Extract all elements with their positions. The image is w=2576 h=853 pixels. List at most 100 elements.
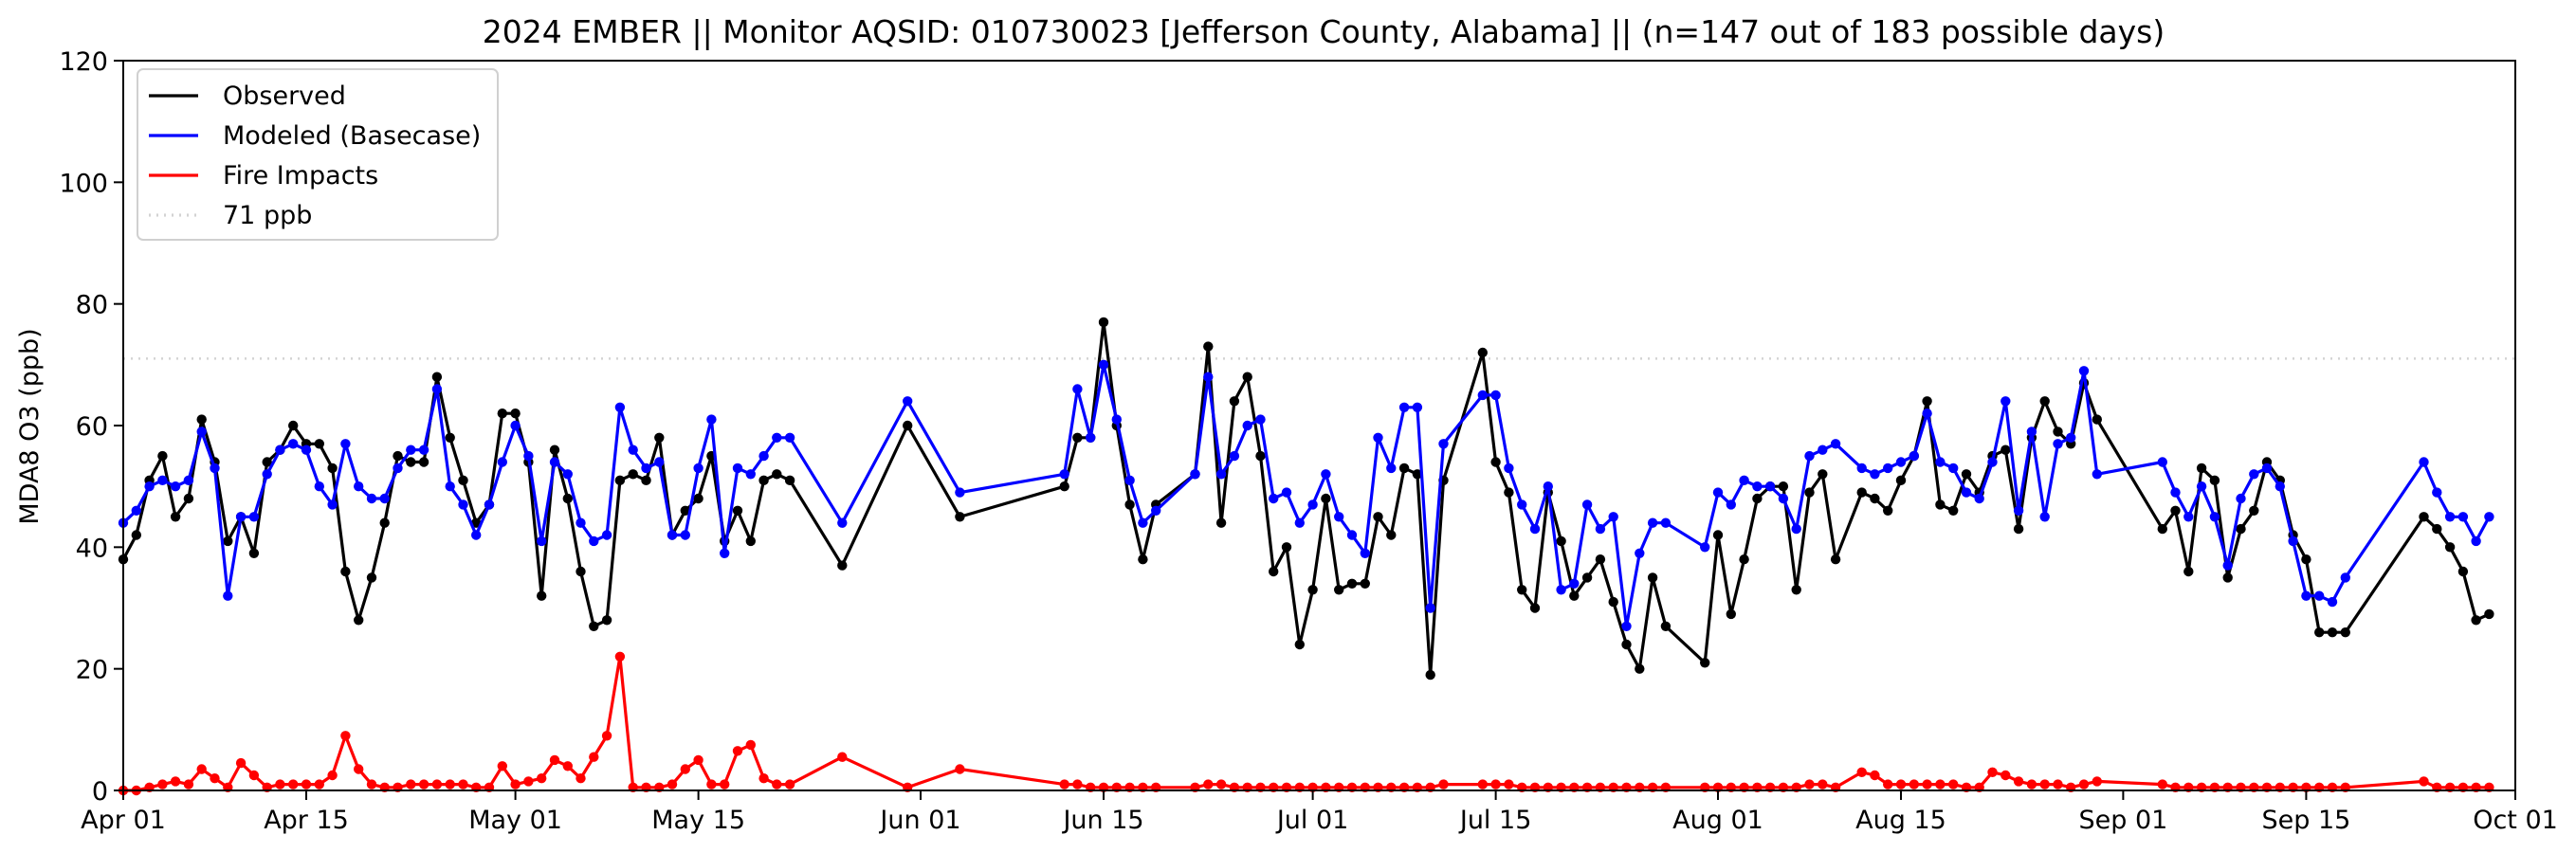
point-modeled-basecase-100 [1726, 499, 1737, 510]
point-observed-134 [2236, 523, 2246, 535]
chart-title: 2024 EMBER || Monitor AQSID: 010730023 [… [483, 13, 2165, 50]
point-modeled-basecase-26 [458, 499, 468, 510]
point-fire-impacts-17 [340, 731, 351, 741]
point-fire-impacts-18 [354, 764, 364, 774]
point-fire-impacts-30 [510, 779, 521, 789]
point-modeled-basecase-135 [2249, 469, 2259, 480]
point-modeled-basecase-136 [2261, 463, 2273, 474]
point-observed-26 [458, 475, 468, 485]
point-observed-69 [1269, 566, 1279, 577]
point-observed-41 [654, 432, 665, 443]
point-modeled-basecase-113 [1909, 450, 1920, 462]
point-observed-22 [406, 457, 416, 467]
point-observed-10 [248, 548, 260, 558]
point-modeled-basecase-106 [1804, 450, 1815, 462]
point-modeled-basecase-130 [2183, 512, 2194, 522]
point-observed-77 [1373, 512, 1383, 522]
point-modeled-basecase-53 [903, 396, 913, 407]
point-modeled-basecase-59 [1111, 414, 1123, 425]
point-observed-142 [2340, 627, 2350, 638]
point-fire-impacts-110 [1870, 770, 1880, 781]
point-modeled-basecase-2 [144, 481, 155, 492]
point-modeled-basecase-38 [614, 402, 626, 412]
point-modeled-basecase-56 [1072, 384, 1083, 394]
point-modeled-basecase-19 [366, 493, 377, 504]
axes: 0 20 40 60 80 100 120 Apr 01 Apr 15 May 01 May 15 J… [59, 47, 2557, 835]
point-modeled-basecase-47 [732, 463, 743, 474]
point-fire-impacts-85 [1504, 779, 1514, 789]
point-modeled-basecase-71 [1294, 517, 1306, 528]
point-modeled-basecase-60 [1124, 475, 1135, 485]
point-fire-impacts-127 [2092, 776, 2102, 787]
point-observed-92 [1595, 554, 1606, 565]
point-observed-29 [497, 408, 507, 419]
point-observed-100 [1726, 608, 1737, 620]
point-observed-148 [2484, 608, 2494, 620]
point-observed-128 [2157, 523, 2167, 535]
point-observed-35 [575, 566, 586, 577]
point-modeled-basecase-49 [758, 450, 769, 462]
point-fire-impacts-48 [745, 739, 756, 751]
point-fire-impacts-121 [2013, 776, 2024, 787]
point-observed-94 [1621, 639, 1632, 650]
point-modeled-basecase-29 [497, 457, 507, 467]
point-modeled-basecase-121 [2013, 505, 2024, 516]
point-observed-33 [549, 445, 560, 455]
point-fire-impacts-15 [314, 779, 324, 789]
point-observed-71 [1294, 639, 1306, 650]
point-modeled-basecase-143 [2419, 457, 2429, 467]
point-observed-133 [2222, 572, 2233, 583]
point-fire-impacts-49 [758, 773, 769, 784]
point-modeled-basecase-66 [1229, 450, 1240, 462]
point-modeled-basecase-58 [1098, 359, 1109, 370]
point-modeled-basecase-17 [340, 439, 351, 449]
point-observed-106 [1804, 487, 1815, 498]
point-modeled-basecase-134 [2236, 493, 2246, 504]
point-modeled-basecase-15 [314, 481, 324, 492]
point-observed-89 [1556, 535, 1566, 547]
point-observed-1 [131, 530, 141, 540]
point-fire-impacts-107 [1818, 779, 1828, 789]
point-modeled-basecase-79 [1398, 402, 1410, 412]
point-observed-64 [1203, 341, 1214, 352]
point-fire-impacts-106 [1804, 779, 1815, 789]
x-tick-label-3: May 15 [651, 806, 745, 835]
point-observed-53 [903, 420, 913, 431]
point-modeled-basecase-61 [1138, 517, 1148, 528]
point-observed-18 [354, 615, 364, 626]
point-modeled-basecase-42 [667, 530, 678, 540]
point-observed-70 [1281, 542, 1292, 553]
point-modeled-basecase-68 [1255, 414, 1266, 425]
point-observed-102 [1752, 493, 1763, 504]
point-fire-impacts-10 [248, 770, 260, 781]
point-fire-impacts-55 [1059, 779, 1069, 789]
point-observed-144 [2432, 523, 2442, 535]
point-observed-56 [1072, 432, 1083, 443]
point-modeled-basecase-117 [1961, 487, 1972, 498]
point-modeled-basecase-139 [2301, 590, 2311, 601]
point-modeled-basecase-142 [2340, 572, 2350, 583]
point-observed-16 [327, 463, 338, 474]
point-observed-109 [1856, 487, 1867, 498]
point-modeled-basecase-55 [1059, 469, 1069, 480]
point-fire-impacts-23 [418, 779, 429, 789]
point-fire-impacts-25 [445, 779, 455, 789]
point-observed-121 [2013, 523, 2024, 535]
point-modeled-basecase-73 [1321, 469, 1331, 480]
point-modeled-basecase-109 [1856, 463, 1867, 474]
point-observed-99 [1712, 530, 1724, 540]
point-modeled-basecase-82 [1438, 439, 1449, 449]
point-observed-32 [537, 590, 547, 601]
point-modeled-basecase-132 [2209, 512, 2220, 522]
point-modeled-basecase-114 [1922, 408, 1932, 419]
point-modeled-basecase-140 [2314, 590, 2325, 601]
point-modeled-basecase-39 [628, 445, 638, 455]
point-observed-34 [562, 493, 573, 504]
point-observed-132 [2209, 475, 2220, 485]
legend-label-observed: Observed [223, 82, 346, 111]
point-observed-123 [2039, 396, 2050, 407]
point-observed-86 [1517, 585, 1527, 595]
point-observed-129 [2170, 505, 2181, 516]
point-modeled-basecase-88 [1543, 481, 1554, 492]
point-modeled-basecase-145 [2444, 512, 2456, 522]
